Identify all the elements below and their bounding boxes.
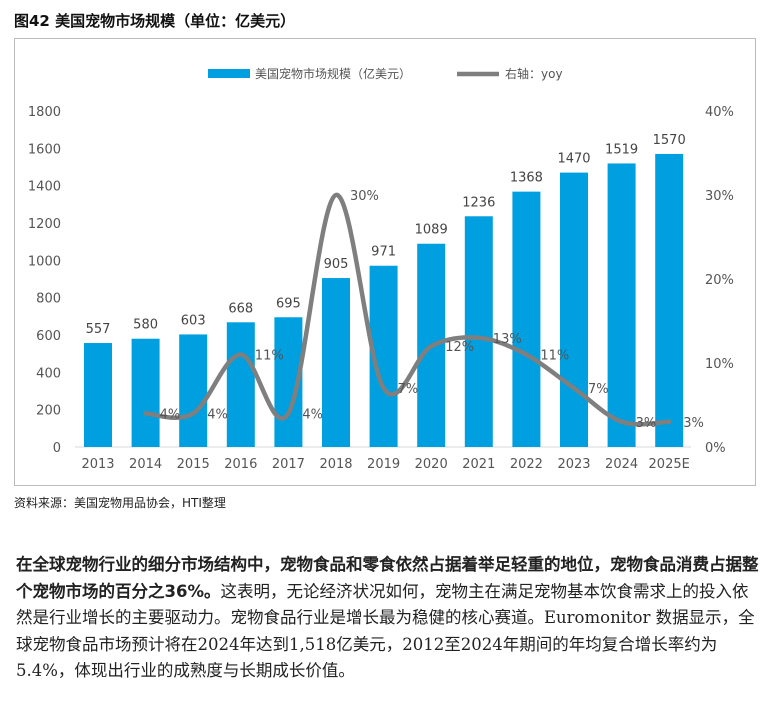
line-label: 30% <box>350 189 379 204</box>
x-tick: 2018 <box>319 457 352 472</box>
bar <box>607 163 636 447</box>
legend-bar-swatch <box>208 69 250 78</box>
bar-label: 1519 <box>605 142 638 157</box>
x-tick: 2025E <box>649 457 690 472</box>
y-right-tick: 30% <box>705 189 734 204</box>
bar <box>464 216 493 447</box>
line-label: 7% <box>398 382 419 397</box>
body-paragraph: 在全球宠物行业的细分市场结构中，宠物食品和零食依然占据着举足轻重的地位，宠物食品… <box>16 552 761 685</box>
bar-label: 1368 <box>510 171 543 186</box>
bar-label: 1089 <box>415 223 448 238</box>
bar-label: 580 <box>133 318 158 333</box>
x-tick: 2020 <box>415 457 448 472</box>
x-tick: 2014 <box>129 457 162 472</box>
source-note: 资料来源：美国宠物用品协会，HTI整理 <box>14 496 226 510</box>
bar-label: 971 <box>371 245 396 260</box>
bar-label: 905 <box>324 257 349 272</box>
y-right-tick: 20% <box>705 273 734 288</box>
bar-label: 1470 <box>557 152 590 167</box>
x-tick: 2017 <box>272 457 305 472</box>
legend-line-label: 右轴：yoy <box>505 66 563 81</box>
line-label: 12% <box>445 340 474 355</box>
paragraph-bold: 在全球宠物行业的细分市场结构中，宠物食品和零食依然占据着举足轻重的地位，宠物食品… <box>16 555 759 601</box>
line-label: 4% <box>302 407 323 422</box>
bar <box>322 278 350 447</box>
paragraph-text: 这表明，无论经济状况如何，宠物主在满足宠物基本饮食需求上的投入依然是行业增长的主… <box>16 581 755 681</box>
line-label: 7% <box>588 382 609 397</box>
y-left-tick: 0 <box>53 441 61 456</box>
x-tick: 2021 <box>462 457 495 472</box>
bar-label: 1236 <box>462 195 495 210</box>
bar <box>512 191 541 447</box>
y-left-tick: 1800 <box>28 105 61 120</box>
line-label: 11% <box>540 349 569 364</box>
y-right-tick: 10% <box>705 357 734 372</box>
y-left-tick: 1600 <box>28 142 61 157</box>
bar-label: 603 <box>181 313 206 328</box>
y-left-tick: 1400 <box>28 180 61 195</box>
bar-label: 557 <box>86 322 111 337</box>
y-left-tick: 600 <box>36 329 61 344</box>
x-tick: 2016 <box>224 457 257 472</box>
x-tick: 2019 <box>367 457 400 472</box>
line-label: 3% <box>636 416 657 431</box>
yoy-line <box>143 192 672 427</box>
bar-label: 1570 <box>653 133 686 148</box>
bar-label: 695 <box>276 296 301 311</box>
bar-label: 668 <box>228 301 253 316</box>
x-tick: 2024 <box>605 457 638 472</box>
x-tick: 2013 <box>81 457 114 472</box>
chart: 0 200 400 600 800 1000 1200 1400 1600 1800 0% 10% 20… <box>14 38 756 486</box>
y-right-tick: 0% <box>705 441 726 456</box>
y-right-tick: 40% <box>705 105 734 120</box>
bar <box>655 153 684 447</box>
bar <box>226 322 255 447</box>
y-left-tick: 1000 <box>28 254 61 269</box>
y-left-tick: 400 <box>36 366 61 381</box>
legend-bar-label: 美国宠物市场规模（亿美元） <box>255 66 411 81</box>
line-label: 4% <box>207 407 228 422</box>
bar <box>179 334 208 447</box>
line-label: 3% <box>683 416 704 431</box>
x-tick: 2022 <box>510 457 543 472</box>
y-left-tick: 800 <box>36 292 61 307</box>
bar <box>560 172 588 447</box>
line-label: 13% <box>493 332 522 347</box>
y-left-tick: 1200 <box>28 217 61 232</box>
bar <box>131 338 160 447</box>
x-tick: 2015 <box>177 457 210 472</box>
y-left-tick: 200 <box>36 404 61 419</box>
line-label: 4% <box>160 407 181 422</box>
line-label: 11% <box>255 349 284 364</box>
chart-svg: 0 200 400 600 800 1000 1200 1400 1600 1800 0% 10% 20… <box>28 66 734 472</box>
x-tick: 2023 <box>557 457 590 472</box>
bar <box>84 343 112 447</box>
figure-title: 图42 美国宠物市场规模（单位：亿美元） <box>14 12 296 30</box>
